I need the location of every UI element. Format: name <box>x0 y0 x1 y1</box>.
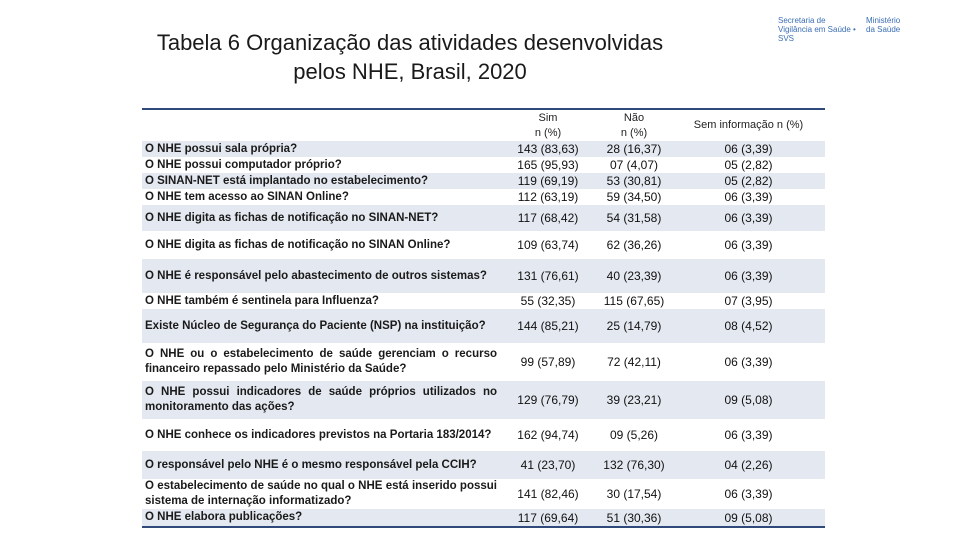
value-cell: 141 (82,46) <box>517 487 579 501</box>
question-cell: O responsável pelo NHE é o mesmo respons… <box>142 451 500 479</box>
logo-text: Secretaria de Vigilância em Saúde • SVS <box>778 16 856 43</box>
value-cell: 06 (3,39) <box>724 355 773 369</box>
value-cell: 06 (3,39) <box>724 238 773 252</box>
value-cell: 131 (76,61) <box>500 259 596 293</box>
question-cell: O NHE elabora publicações? <box>142 509 500 528</box>
column-header: Sem informação n (%) <box>672 109 825 141</box>
table-row: O NHE também é sentinela para Influenza?… <box>142 293 825 309</box>
logo-text: Ministério da Saúde <box>866 16 901 34</box>
table-row: O estabelecimento de saúde no qual o NHE… <box>142 479 825 509</box>
question-cell: O SINAN-NET está implantado no estabelec… <box>142 173 500 189</box>
question-cell: O NHE também é sentinela para Influenza? <box>145 294 379 307</box>
table-row: O NHE digita as fichas de notificação no… <box>142 205 825 231</box>
value-cell: 30 (17,54) <box>606 487 662 501</box>
value-cell: 129 (76,79) <box>500 381 596 419</box>
value-cell: 28 (16,37) <box>596 141 672 157</box>
title-line: Tabela 6 Organização das atividades dese… <box>156 30 664 55</box>
table: Sim n (%) Não n (%) Sem informação n (%) O N… <box>142 108 825 528</box>
value-cell: 06 (3,39) <box>672 141 825 157</box>
table-row: O NHE possui computador próprio? 165 (95,… <box>142 157 825 173</box>
value-cell: 05 (2,82) <box>724 158 773 172</box>
column-header: Não n (%) <box>596 109 672 141</box>
value-cell: 143 (83,63) <box>500 141 596 157</box>
value-cell: 07 (3,95) <box>724 294 773 308</box>
title-line: pelos NHE, Brasil, 2020 <box>293 59 527 84</box>
table-row: O NHE possui sala própria? 143 (83,63) 28 … <box>142 141 825 157</box>
value-cell: 119 (69,19) <box>500 173 596 189</box>
table-row: O NHE ou o estabelecimento de saúde gere… <box>142 343 825 381</box>
question-cell: O NHE é responsável pelo abastecimento d… <box>142 259 500 293</box>
table-row: O NHE elabora publicações? 117 (69,64) 51 … <box>142 509 825 528</box>
table-row: O NHE é responsável pelo abastecimento d… <box>142 259 825 293</box>
value-cell: 09 (5,08) <box>672 381 825 419</box>
value-cell: 06 (3,39) <box>724 487 773 501</box>
value-cell: 05 (2,82) <box>672 173 825 189</box>
value-cell: 08 (4,52) <box>672 309 825 343</box>
value-cell: 06 (3,39) <box>672 259 825 293</box>
value-cell: 72 (42,11) <box>607 355 661 369</box>
value-cell: 04 (2,26) <box>672 451 825 479</box>
value-cell: 25 (14,79) <box>596 309 672 343</box>
value-cell: 06 (3,39) <box>724 190 773 204</box>
value-cell: 39 (23,21) <box>596 381 672 419</box>
header-line: n (%) <box>620 126 648 139</box>
value-cell: 09 (5,08) <box>672 509 825 528</box>
question-cell: O NHE tem acesso ao SINAN Online? <box>145 190 349 203</box>
table-row: O NHE digita as fichas de notificação no… <box>142 231 825 259</box>
value-cell: 162 (94,74) <box>517 428 579 442</box>
value-cell: 59 (34,50) <box>606 190 662 204</box>
header-line: n (%) <box>534 126 562 139</box>
value-cell: 62 (36,26) <box>606 238 662 252</box>
value-cell: 09 (5,26) <box>609 428 659 442</box>
value-cell: 53 (30,81) <box>596 173 672 189</box>
question-cell: O NHE conhece os indicadores previstos n… <box>145 428 492 441</box>
question-cell: O NHE possui computador próprio? <box>145 158 342 171</box>
value-cell: 40 (23,39) <box>596 259 672 293</box>
table-row: O SINAN-NET está implantado no estabelec… <box>142 173 825 189</box>
question-cell: O estabelecimento de saúde no qual o NHE… <box>145 480 497 507</box>
header-line: Sem informação n (%) <box>693 119 804 131</box>
value-cell: 06 (3,39) <box>724 428 773 442</box>
question-cell: O NHE digita as fichas de notificação no… <box>142 205 500 231</box>
value-cell: 54 (31,58) <box>596 205 672 231</box>
column-header: Sim n (%) <box>500 109 596 141</box>
value-cell: 112 (63,19) <box>517 190 579 204</box>
question-cell: O NHE ou o estabelecimento de saúde gere… <box>145 348 497 375</box>
value-cell: 51 (30,36) <box>596 509 672 528</box>
header-line: Sim <box>538 111 558 124</box>
table-row: O NHE possui indicadores de saúde própri… <box>142 381 825 419</box>
value-cell: 117 (69,64) <box>500 509 596 528</box>
value-cell: 144 (85,21) <box>500 309 596 343</box>
value-cell: 99 (57,89) <box>520 355 576 369</box>
value-cell: 41 (23,70) <box>500 451 596 479</box>
table-row: O responsável pelo NHE é o mesmo respons… <box>142 451 825 479</box>
value-cell: 165 (95,93) <box>517 158 579 172</box>
table-row: O NHE tem acesso ao SINAN Online? 112 (63… <box>142 189 825 205</box>
question-cell: O NHE possui indicadores de saúde própri… <box>142 381 500 419</box>
table-row: O NHE conhece os indicadores previstos n… <box>142 419 825 451</box>
question-cell: O NHE digita as fichas de notificação no… <box>145 238 451 251</box>
value-cell: 109 (63,74) <box>517 238 579 252</box>
header-line: Não <box>623 111 645 124</box>
table-row: Existe Núcleo de Segurança do Paciente (… <box>142 309 825 343</box>
value-cell: 06 (3,39) <box>672 205 825 231</box>
value-cell: 132 (76,30) <box>596 451 672 479</box>
value-cell: 115 (67,65) <box>603 294 665 308</box>
value-cell: 117 (68,42) <box>500 205 596 231</box>
question-cell: Existe Núcleo de Segurança do Paciente (… <box>142 309 500 343</box>
header-row: Sim n (%) Não n (%) Sem informação n (%) <box>142 109 825 141</box>
value-cell: 55 (32,35) <box>520 294 576 308</box>
value-cell: 07 (4,07) <box>609 158 659 172</box>
question-cell: O NHE possui sala própria? <box>142 141 500 157</box>
